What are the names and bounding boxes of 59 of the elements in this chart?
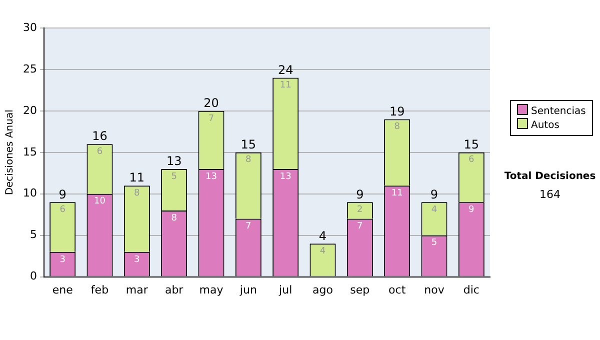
data-label: 13 xyxy=(280,172,292,182)
data-label: 7 xyxy=(208,114,214,124)
x-tick-label: jun xyxy=(238,283,257,296)
x-tick-label: nov xyxy=(424,283,445,296)
y-tick-label: 5 xyxy=(30,228,37,242)
total-label: 15 xyxy=(464,138,480,152)
data-label: 6 xyxy=(96,146,103,157)
total-label: 9 xyxy=(356,187,364,202)
data-label: 3 xyxy=(134,254,140,265)
x-tick-label: jul xyxy=(278,283,292,296)
x-tick-label: mar xyxy=(126,283,148,296)
data-label: 7 xyxy=(357,222,363,232)
total-label: 15 xyxy=(240,138,256,152)
total-label: 24 xyxy=(278,62,294,77)
data-label: 13 xyxy=(206,172,217,182)
total-label: 13 xyxy=(166,154,182,168)
data-label: 8 xyxy=(134,188,140,198)
y-tick-label: 10 xyxy=(22,186,37,200)
total-label: 4 xyxy=(318,228,327,243)
x-tick-label: feb xyxy=(90,283,109,296)
total-label: 20 xyxy=(204,96,219,110)
total-label: 16 xyxy=(92,129,108,144)
legend-label: Autos xyxy=(530,119,560,132)
x-tick-label: abr xyxy=(164,283,184,296)
y-tick-label: 25 xyxy=(22,62,37,76)
data-label: 4 xyxy=(431,205,438,216)
x-tick-label: dic xyxy=(463,283,480,296)
data-label: 11 xyxy=(391,188,403,198)
text: 164 xyxy=(538,188,562,201)
y-tick-label: 15 xyxy=(22,145,37,158)
y-tick-label: 30 xyxy=(22,20,37,34)
data-label: 9 xyxy=(468,205,475,216)
legend-label: Sentencias xyxy=(530,105,586,118)
data-label: 10 xyxy=(94,196,106,207)
total-label: 9 xyxy=(58,187,66,202)
x-tick-label: ene xyxy=(52,283,74,296)
y-tick-label: 20 xyxy=(22,104,37,117)
x-tick-label: may xyxy=(199,283,224,296)
data-label: 7 xyxy=(246,222,252,232)
y-tick-label: 0 xyxy=(30,270,37,283)
data-label: 8 xyxy=(394,122,400,132)
data-label: 5 xyxy=(171,172,177,182)
data-label: 8 xyxy=(246,155,252,166)
data-label: 11 xyxy=(280,80,292,91)
text: Total Decisiones xyxy=(503,171,597,182)
data-label: 6 xyxy=(468,155,475,166)
y-axis-title: Decisiones Anual xyxy=(4,110,16,196)
total-label: 19 xyxy=(389,104,405,118)
x-tick-label: sep xyxy=(350,283,370,296)
data-label: 4 xyxy=(320,246,326,256)
data-label: 3 xyxy=(60,254,66,265)
data-label: 2 xyxy=(357,205,363,216)
data-label: 8 xyxy=(171,213,178,224)
total-label: 11 xyxy=(129,170,145,185)
x-tick-label: ago xyxy=(312,283,334,296)
total-label: 9 xyxy=(430,187,438,202)
data-label: 6 xyxy=(60,205,66,216)
x-tick-label: oct xyxy=(388,283,406,296)
data-label: 5 xyxy=(431,238,438,248)
